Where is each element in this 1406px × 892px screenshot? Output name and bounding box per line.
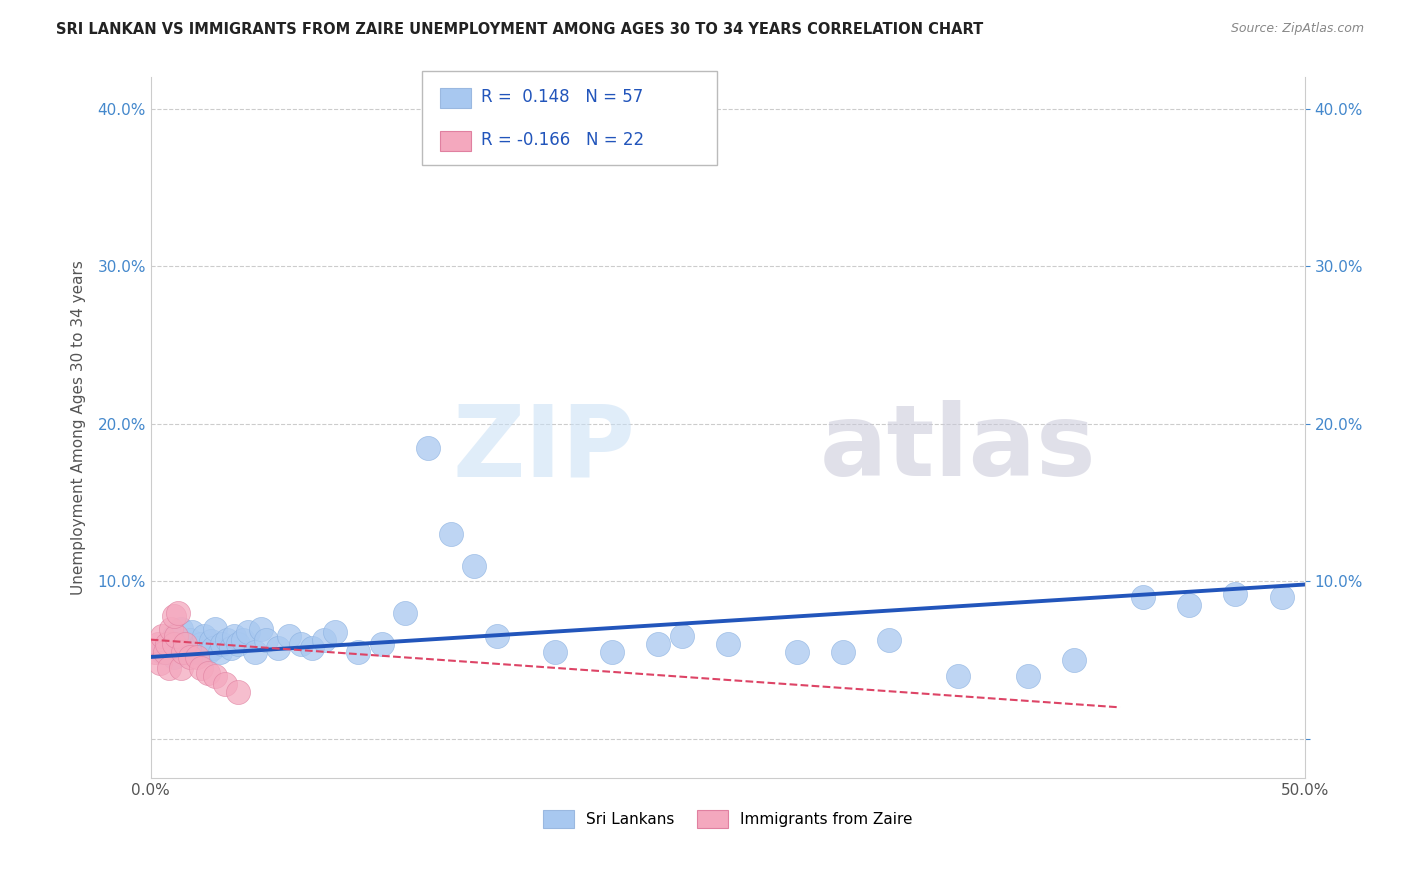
Point	[440, 527, 463, 541]
Point	[243, 645, 266, 659]
Point	[214, 677, 236, 691]
Point	[301, 640, 323, 655]
Point	[174, 637, 197, 651]
Point	[463, 558, 485, 573]
Point	[157, 661, 180, 675]
Point	[197, 645, 219, 659]
Point	[190, 637, 212, 651]
Point	[179, 632, 201, 647]
Text: Source: ZipAtlas.com: Source: ZipAtlas.com	[1230, 22, 1364, 36]
Point	[153, 645, 176, 659]
Point	[215, 632, 238, 647]
Point	[312, 632, 335, 647]
Point	[179, 650, 201, 665]
Point	[290, 637, 312, 651]
Point	[170, 661, 193, 675]
Point	[200, 634, 222, 648]
Point	[163, 637, 186, 651]
Point	[370, 637, 392, 651]
Point	[163, 630, 186, 644]
Point	[236, 624, 259, 639]
Point	[186, 650, 208, 665]
Point	[228, 637, 250, 651]
Point	[347, 645, 370, 659]
Text: atlas: atlas	[820, 401, 1097, 498]
Point	[325, 624, 347, 639]
Point	[188, 640, 211, 655]
Point	[181, 624, 204, 639]
Point	[485, 630, 508, 644]
Point	[174, 645, 197, 659]
Legend: Sri Lankans, Immigrants from Zaire: Sri Lankans, Immigrants from Zaire	[537, 804, 918, 834]
Point	[204, 669, 226, 683]
Point	[176, 637, 198, 651]
Point	[416, 441, 439, 455]
Point	[543, 645, 565, 659]
Point	[647, 637, 669, 651]
Point	[149, 657, 172, 671]
Point	[204, 622, 226, 636]
Point	[1271, 590, 1294, 604]
Point	[232, 632, 254, 647]
Point	[1178, 598, 1201, 612]
Point	[197, 665, 219, 680]
Text: R = -0.166   N = 22: R = -0.166 N = 22	[481, 131, 644, 149]
Point	[146, 637, 169, 651]
Point	[163, 609, 186, 624]
Y-axis label: Unemployment Among Ages 30 to 34 years: Unemployment Among Ages 30 to 34 years	[72, 260, 86, 595]
Point	[143, 645, 166, 659]
Point	[170, 622, 193, 636]
Point	[167, 606, 190, 620]
Text: ZIP: ZIP	[453, 401, 636, 498]
Point	[202, 640, 225, 655]
Point	[278, 630, 301, 644]
Point	[193, 630, 215, 644]
Point	[877, 632, 900, 647]
Point	[394, 606, 416, 620]
Point	[211, 637, 233, 651]
Point	[221, 640, 243, 655]
Point	[250, 622, 273, 636]
Point	[208, 645, 231, 659]
Point	[1225, 587, 1247, 601]
Point	[150, 645, 173, 659]
Point	[157, 637, 180, 651]
Point	[832, 645, 855, 659]
Point	[156, 637, 179, 651]
Point	[254, 632, 277, 647]
Point	[165, 630, 187, 644]
Point	[150, 630, 173, 644]
Point	[228, 684, 250, 698]
Point	[671, 630, 693, 644]
Point	[786, 645, 808, 659]
Point	[167, 640, 190, 655]
Text: SRI LANKAN VS IMMIGRANTS FROM ZAIRE UNEMPLOYMENT AMONG AGES 30 TO 34 YEARS CORRE: SRI LANKAN VS IMMIGRANTS FROM ZAIRE UNEM…	[56, 22, 983, 37]
Point	[186, 645, 208, 659]
Point	[1132, 590, 1154, 604]
Point	[1063, 653, 1085, 667]
Point	[1017, 669, 1039, 683]
Point	[717, 637, 740, 651]
Point	[172, 645, 194, 659]
Point	[163, 650, 186, 665]
Point	[222, 630, 245, 644]
Text: R =  0.148   N = 57: R = 0.148 N = 57	[481, 88, 643, 106]
Point	[948, 669, 970, 683]
Point	[160, 622, 183, 636]
Point	[190, 661, 212, 675]
Point	[266, 640, 288, 655]
Point	[600, 645, 623, 659]
